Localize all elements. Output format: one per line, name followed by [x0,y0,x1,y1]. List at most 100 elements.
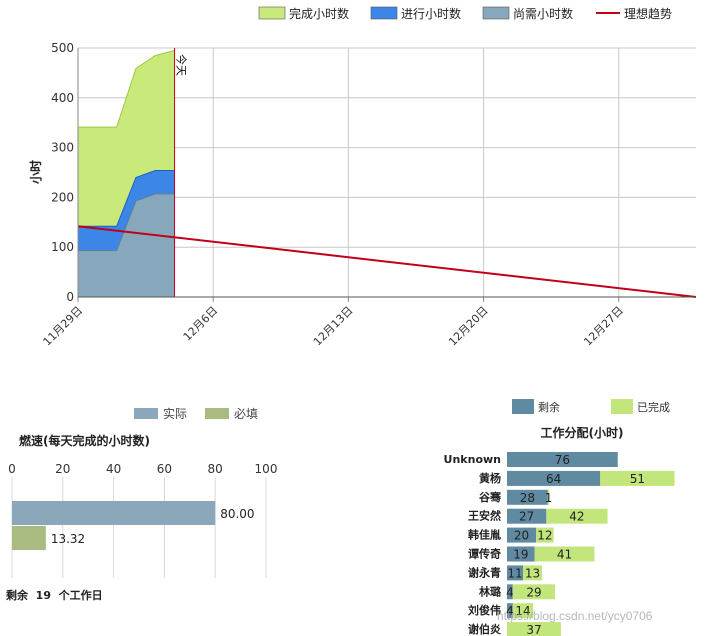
assignee-name: 王安然 [468,509,501,523]
x-tick-label: 12月13日 [311,304,356,349]
x-tick-label: 0 [8,462,16,476]
completed-bar [536,527,554,543]
y-tick-label: 300 [51,141,74,155]
remaining-value: 4 [506,585,514,599]
legend-label: 剩余 [538,400,560,414]
legend-label: 尚需小时数 [513,6,573,21]
completed-value: 37 [526,623,541,636]
legend-swatch [370,6,398,20]
assignee-name: 谢伯炎 [468,622,501,636]
y-tick-label: 200 [51,190,74,204]
remaining-bar [507,452,618,467]
completed-value: 13 [525,566,540,580]
x-tick-label: 12月27日 [581,304,626,349]
assignee-name: 谢永青 [468,565,501,579]
burn-rate-legend: 实际 必填 [134,406,258,421]
completed-bar [512,584,556,600]
remaining-value: 20 [514,529,529,543]
ideal-trend-line [77,225,697,298]
x-tick-label: 80 [208,462,223,476]
completed-value: 1 [545,491,553,505]
legend-label: 理想趋势 [624,6,672,21]
assignee-name: 韩佳胤 [468,528,501,542]
remaining-bar [507,470,601,486]
burn-rate-title: 燃速(每天完成的小时数) [19,433,150,448]
legend-swatch [205,408,229,419]
completed-bar [546,508,608,524]
work-assignment-title: 工作分配(小时) [541,425,624,440]
x-tick-label: 12月6日 [181,304,221,344]
legend-swatch [134,408,158,419]
x-tick-label: 60 [157,462,172,476]
remaining-bar [507,603,513,619]
legend-label: 必填 [234,407,258,421]
remaining-days-summary: 剩余 19 个工作日 [6,589,103,602]
y-tick-label: 100 [51,240,74,254]
assignee-name: 刘俊伟 [468,603,501,617]
watermark: https://blog.csdn.net/ycy0706 [497,609,653,623]
burn-rate-bars: 80.00 13.32 [12,501,255,550]
completed-value: 14 [515,604,530,618]
x-tick-label: 12月20日 [446,304,491,349]
remaining-value: 11 [507,566,522,580]
area-in-progress [78,170,175,251]
y-tick-label: 0 [66,290,74,304]
burndown-legend: 完成小时数 进行小时数 尚需小时数 理想趋势 [258,6,672,21]
remaining-bar [507,489,548,505]
burndown-areas: 今天 [77,48,697,298]
burn-rate-chart: 实际 必填 燃速(每天完成的小时数) 0 20 40 60 80 100 80.00 13.3… [8,406,278,578]
remaining-bar [507,565,524,581]
remaining-value: 64 [546,472,561,486]
x-tick-label: 40 [106,462,121,476]
legend-swatch [258,6,286,20]
area-edge-in-progress [78,170,175,227]
burn-rate-bar [12,501,216,525]
y-tick-label: 400 [51,91,74,105]
area-completed [78,50,175,227]
y-tick-label: 500 [51,41,74,55]
legend-swatch [482,6,510,20]
assignee-name: Unknown [444,453,501,466]
area-edge-completed [78,50,175,128]
remaining-value: 76 [555,453,570,467]
area-edge-remaining [78,193,175,252]
today-marker-label: 今天 [175,54,189,76]
completed-bar [547,489,550,505]
legend-swatch [611,399,633,414]
burndown-y-axis-label: 小时 [28,160,43,184]
legend-label: 实际 [163,406,187,421]
assignee-name: 黄杨 [479,471,501,485]
completed-bar [507,622,561,636]
completed-value: 51 [630,472,645,486]
x-tick-label: 100 [255,462,278,476]
completed-bar [523,565,542,581]
completed-value: 29 [526,585,541,599]
completed-bar [600,470,675,486]
assignee-name: 林璐 [479,584,502,598]
completed-bar [512,603,534,619]
legend-label: 进行小时数 [401,6,461,21]
assignee-name: 谷骞 [479,490,502,504]
remaining-value: 27 [519,510,534,524]
burn-rate-value-label: 80.00 [220,507,254,521]
legend-label: 已完成 [637,400,670,414]
remaining-bar [507,508,547,524]
burn-rate-value-label: 13.32 [51,532,85,546]
burndown-chart: 完成小时数 进行小时数 尚需小时数 理想趋势 今天 0 100 200 300 400 500 1… [28,6,697,349]
completed-value: 12 [537,529,552,543]
work-assignment-rows: Unknown 76 黄杨 64 51 谷骞 28 1 王安然 27 42 韩佳胤 20 12 谭传奇 19 4… [444,452,675,636]
remaining-value: 19 [513,548,528,562]
remaining-value: 4 [506,604,514,618]
work-assignment-chart: 剩余 已完成 工作分配(小时) Unknown 76 黄杨 64 51 谷骞 28 1 王安然 27… [444,399,675,636]
remaining-bar [507,546,535,562]
legend-label: 完成小时数 [289,6,349,21]
assignee-name: 谭传奇 [468,547,501,561]
x-tick-label: 11月29日 [41,304,86,349]
remaining-bar [507,527,537,543]
burn-rate-bar [12,526,46,550]
legend-swatch [512,399,534,414]
remaining-value: 28 [520,491,535,505]
x-tick-label: 20 [55,462,70,476]
completed-value: 41 [557,548,572,562]
remaining-bar [507,584,513,600]
